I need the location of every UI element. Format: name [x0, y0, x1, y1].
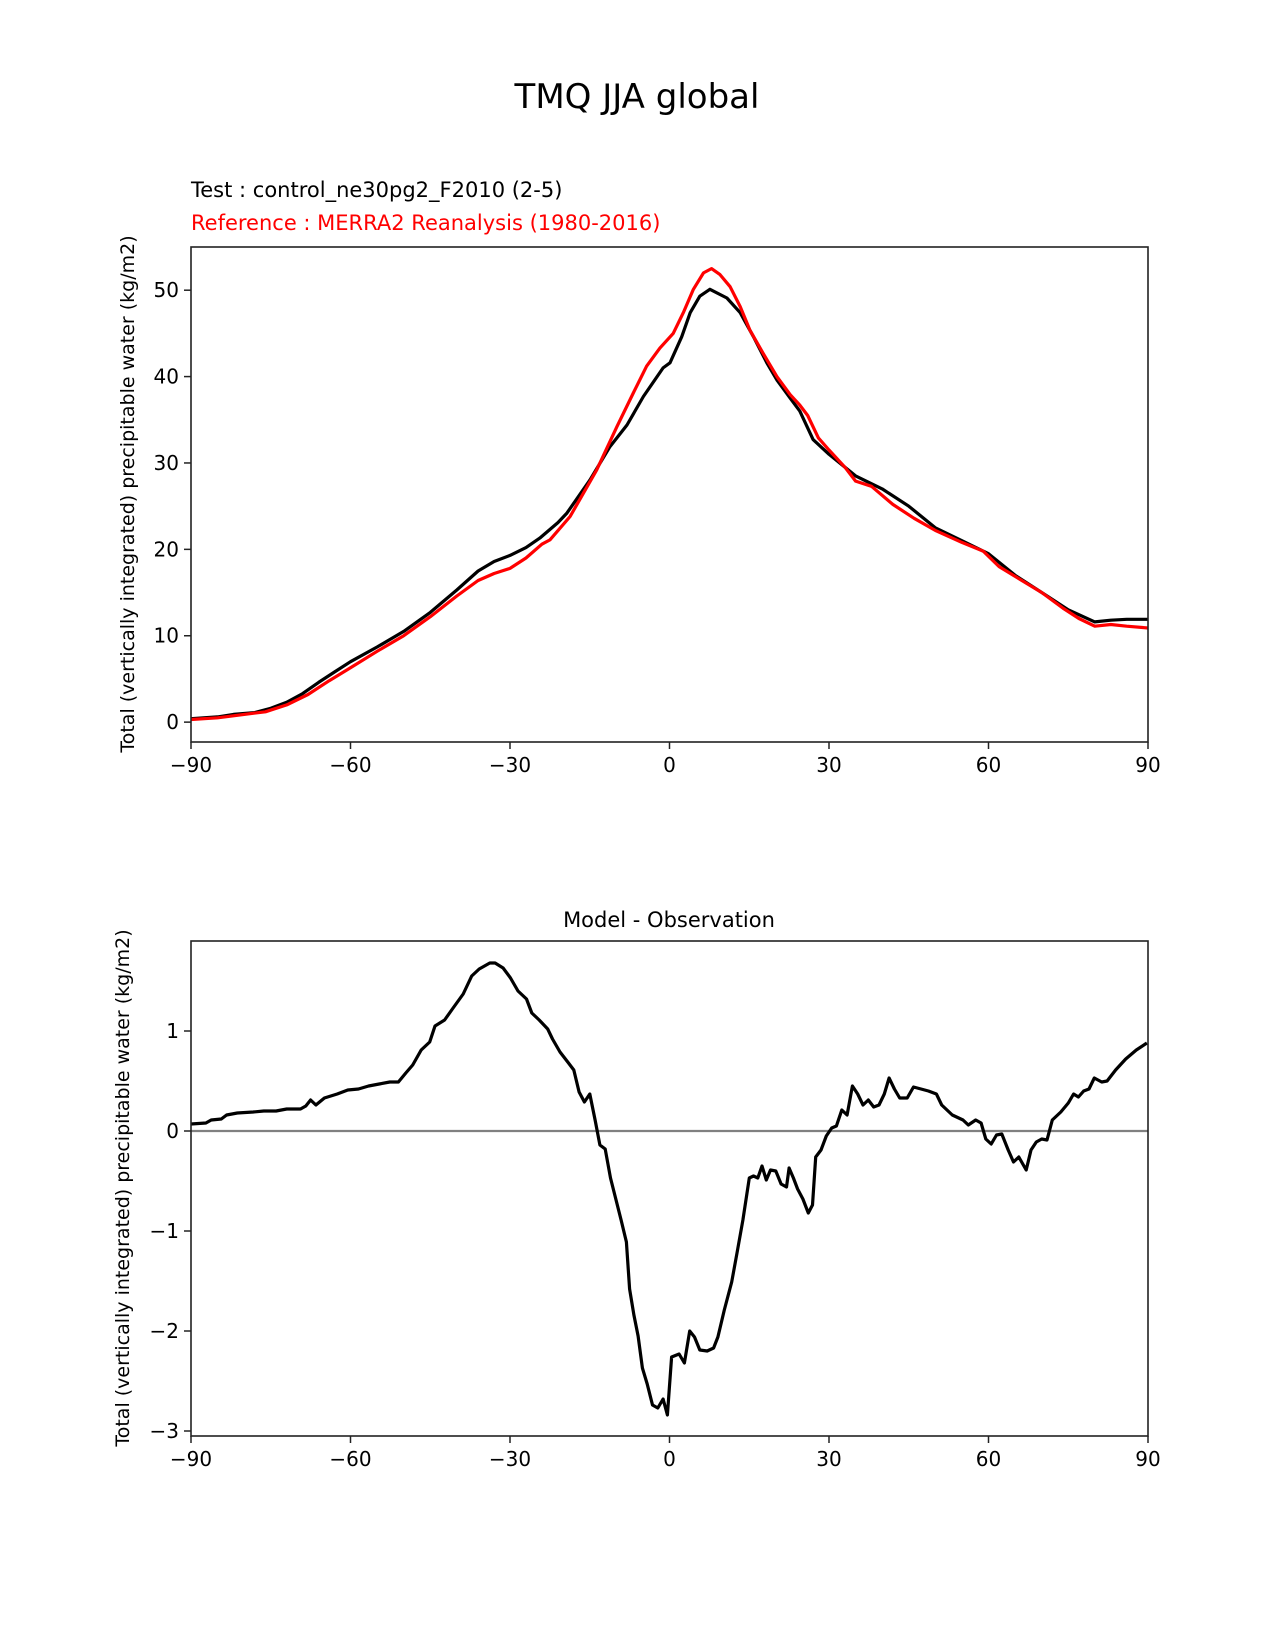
reference-title: Reference : MERRA2 Reanalysis (1980-2016… — [191, 211, 660, 235]
y-tick-label: 0 — [166, 710, 179, 734]
top-panel: Test : control_ne30pg2_F2010 (2-5) Refer… — [117, 178, 1161, 777]
x-tick-label: 90 — [1135, 753, 1160, 777]
x-tick-label: −90 — [170, 753, 212, 777]
y-tick-label: 1 — [166, 1019, 179, 1043]
y-tick-label: 30 — [154, 451, 179, 475]
y-tick-label: 0 — [166, 1119, 179, 1143]
y-axis-label: Total (vertically integrated) precipitab… — [117, 235, 139, 753]
x-tick-label: 30 — [816, 753, 841, 777]
series-line-model-observation — [190, 961, 1148, 1417]
x-tick-label: 90 — [1135, 1447, 1160, 1471]
y-tick-label: 40 — [154, 365, 179, 389]
x-tick-label: 0 — [663, 753, 676, 777]
series-line-reference — [190, 267, 1149, 722]
difference-title: Model - Observation — [563, 908, 775, 932]
x-tick-label: 30 — [816, 1447, 841, 1471]
axes-frame — [190, 940, 1149, 1437]
x-tick-label: −30 — [489, 1447, 531, 1471]
bottom-panel: Model - Observation Total (vertically in… — [112, 908, 1161, 1471]
x-tick-label: 0 — [663, 1447, 676, 1471]
x-tick-label: −90 — [170, 1447, 212, 1471]
y-axis-label: Total (vertically integrated) precipitab… — [112, 929, 134, 1447]
x-tick-label: 60 — [976, 1447, 1001, 1471]
test-title: Test : control_ne30pg2_F2010 (2-5) — [190, 178, 562, 203]
figure-title: TMQ JJA global — [514, 77, 760, 117]
y-tick-label: 10 — [154, 624, 179, 648]
series-line-test — [190, 287, 1148, 721]
y-tick-label: −1 — [150, 1219, 179, 1243]
y-tick-label: −3 — [150, 1419, 179, 1443]
x-tick-label: −30 — [489, 753, 531, 777]
plot-area: −90 −60 −30 0 30 60 90 0 10 20 30 40 50 — [154, 246, 1161, 777]
plot-area: −90 −60 −30 0 30 60 90 −3 −2 −1 0 1 — [150, 940, 1161, 1471]
x-tick-label: −60 — [329, 753, 371, 777]
axes-frame — [190, 246, 1149, 743]
y-tick-label: −2 — [150, 1319, 179, 1343]
x-tick-label: 60 — [976, 753, 1001, 777]
y-tick-label: 50 — [154, 278, 179, 302]
x-tick-label: −60 — [329, 1447, 371, 1471]
y-tick-label: 20 — [154, 537, 179, 561]
